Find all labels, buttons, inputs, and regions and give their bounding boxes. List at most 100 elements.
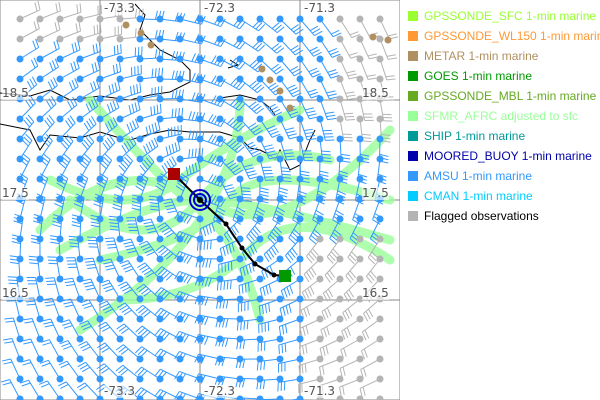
wind-barb-feather — [230, 57, 237, 66]
wind-barb-shaft — [119, 197, 124, 220]
wind-barb-shaft — [319, 358, 341, 368]
wind-barb-shaft — [159, 178, 169, 200]
wind-barb-feather — [120, 348, 129, 355]
wind-barb-feather — [1, 358, 11, 362]
wind-barb-feather — [11, 234, 21, 238]
wind-barb-feather — [223, 184, 233, 188]
wind-barb-feather — [220, 198, 226, 207]
legend-item[interactable]: GOES 1-min marine — [408, 66, 600, 86]
wind-barb-feather — [256, 380, 259, 390]
wind-barb-feather — [236, 321, 239, 331]
wind-barb-feather — [57, 20, 61, 30]
wind-barb-feather — [139, 83, 142, 93]
wind-barb-feather — [85, 260, 95, 263]
wind-barb-shaft — [198, 333, 221, 340]
wind-barb-feather — [81, 142, 88, 150]
wind-barb-feather — [215, 318, 219, 328]
wind-barb-feather — [121, 238, 131, 242]
wind-barb-feather — [61, 342, 71, 348]
wind-barb-shaft — [39, 197, 46, 220]
wind-barb-feather — [131, 204, 141, 208]
wind-barb-feather — [275, 68, 284, 75]
wind-barb-feather — [112, 100, 117, 110]
wind-barb-shaft — [239, 138, 254, 157]
wind-barb-feather — [268, 82, 277, 89]
observation-dot — [156, 235, 164, 243]
wind-barb-feather — [98, 176, 107, 182]
wind-barb-feather — [158, 246, 166, 254]
wind-barb-shaft — [58, 237, 61, 260]
wind-barb-feather — [329, 238, 338, 245]
observation-dot — [236, 155, 244, 163]
wind-barb-feather — [40, 383, 50, 388]
wind-barb-feather — [80, 299, 90, 304]
wind-barb-feather — [154, 10, 158, 20]
wind-barb-feather — [222, 299, 226, 309]
wind-barb-shaft — [279, 38, 296, 56]
wind-analysis-map[interactable] — [0, 0, 400, 400]
wind-barb-feather — [36, 19, 40, 29]
wind-barb-feather — [171, 89, 175, 99]
wind-barb-feather — [180, 293, 186, 302]
wind-barb-feather — [43, 297, 53, 301]
legend-item[interactable]: MOORED_BUOY 1-min marine — [408, 146, 600, 166]
legend-item[interactable]: GPSSONDE_WL150 1-min marine — [408, 26, 600, 46]
wind-barb-feather — [166, 232, 175, 238]
wind-barb-feather — [131, 103, 135, 113]
wind-barb-shaft — [300, 298, 321, 311]
observation-dot — [356, 275, 364, 283]
wind-barb-feather — [144, 248, 154, 254]
wind-barb-feather — [266, 150, 276, 154]
wind-barb-shaft — [239, 18, 259, 32]
wind-barb-shaft — [198, 238, 221, 243]
legend-swatch — [408, 131, 418, 141]
wind-barb-feather — [21, 338, 31, 342]
wind-barb-feather — [137, 327, 146, 335]
wind-barb-feather — [124, 289, 133, 295]
wind-barb-feather — [76, 4, 79, 14]
wind-barb-feather — [285, 127, 295, 131]
wind-barb-feather — [14, 213, 24, 218]
wind-barb-shaft — [79, 105, 99, 120]
wind-barb-feather — [160, 351, 167, 360]
wind-barb-shaft — [77, 237, 81, 260]
wind-barb-feather — [44, 119, 51, 128]
wind-barb-feather — [154, 307, 162, 316]
wind-barb-feather — [325, 290, 331, 300]
observation-dot — [236, 55, 244, 63]
wind-barb-shaft — [379, 98, 385, 121]
wind-barb-shaft — [299, 138, 305, 161]
wind-barb-feather — [349, 270, 356, 279]
legend-item[interactable]: GPSSONDE_MBL 1-min marine — [408, 86, 600, 106]
legend-item[interactable]: SFMR_AFRC adjusted to sfc — [408, 106, 600, 126]
wind-barb-feather — [71, 79, 76, 89]
wind-barb-feather — [146, 251, 156, 256]
wind-barb-feather — [306, 271, 312, 280]
wind-barb-feather — [26, 303, 36, 306]
legend-item[interactable]: Flagged observations — [408, 206, 600, 226]
wind-barb-feather — [292, 92, 302, 98]
legend-item[interactable]: GPSSONDE_SFC 1-min marine — [408, 6, 600, 26]
wind-barb-feather — [274, 225, 282, 234]
wind-barb-shaft — [345, 258, 361, 277]
observation-dot — [296, 395, 304, 400]
wind-barb-feather — [230, 77, 237, 86]
observation-dot — [156, 95, 164, 103]
wind-barb-feather — [93, 203, 103, 208]
wind-barb-shaft — [263, 238, 281, 255]
observation-dot — [276, 15, 284, 23]
wind-barb-feather — [174, 291, 180, 300]
legend-item[interactable]: AMSU 1-min marine — [408, 166, 600, 186]
legend-item[interactable]: CMAN 1-min marine — [408, 186, 600, 206]
storm-center-inner-ring — [193, 193, 207, 207]
observation-dot — [356, 295, 364, 303]
legend-item[interactable]: METAR 1-min marine — [408, 46, 600, 66]
wind-barb-shaft — [12, 317, 21, 340]
wind-barb-feather — [140, 349, 148, 357]
observation-dot — [76, 395, 84, 400]
wind-barb-feather — [86, 287, 96, 291]
observation-dot — [316, 155, 324, 163]
legend-swatch — [408, 171, 418, 181]
legend-item[interactable]: SHIP 1-min marine — [408, 126, 600, 146]
wind-barb-feather — [320, 329, 325, 339]
